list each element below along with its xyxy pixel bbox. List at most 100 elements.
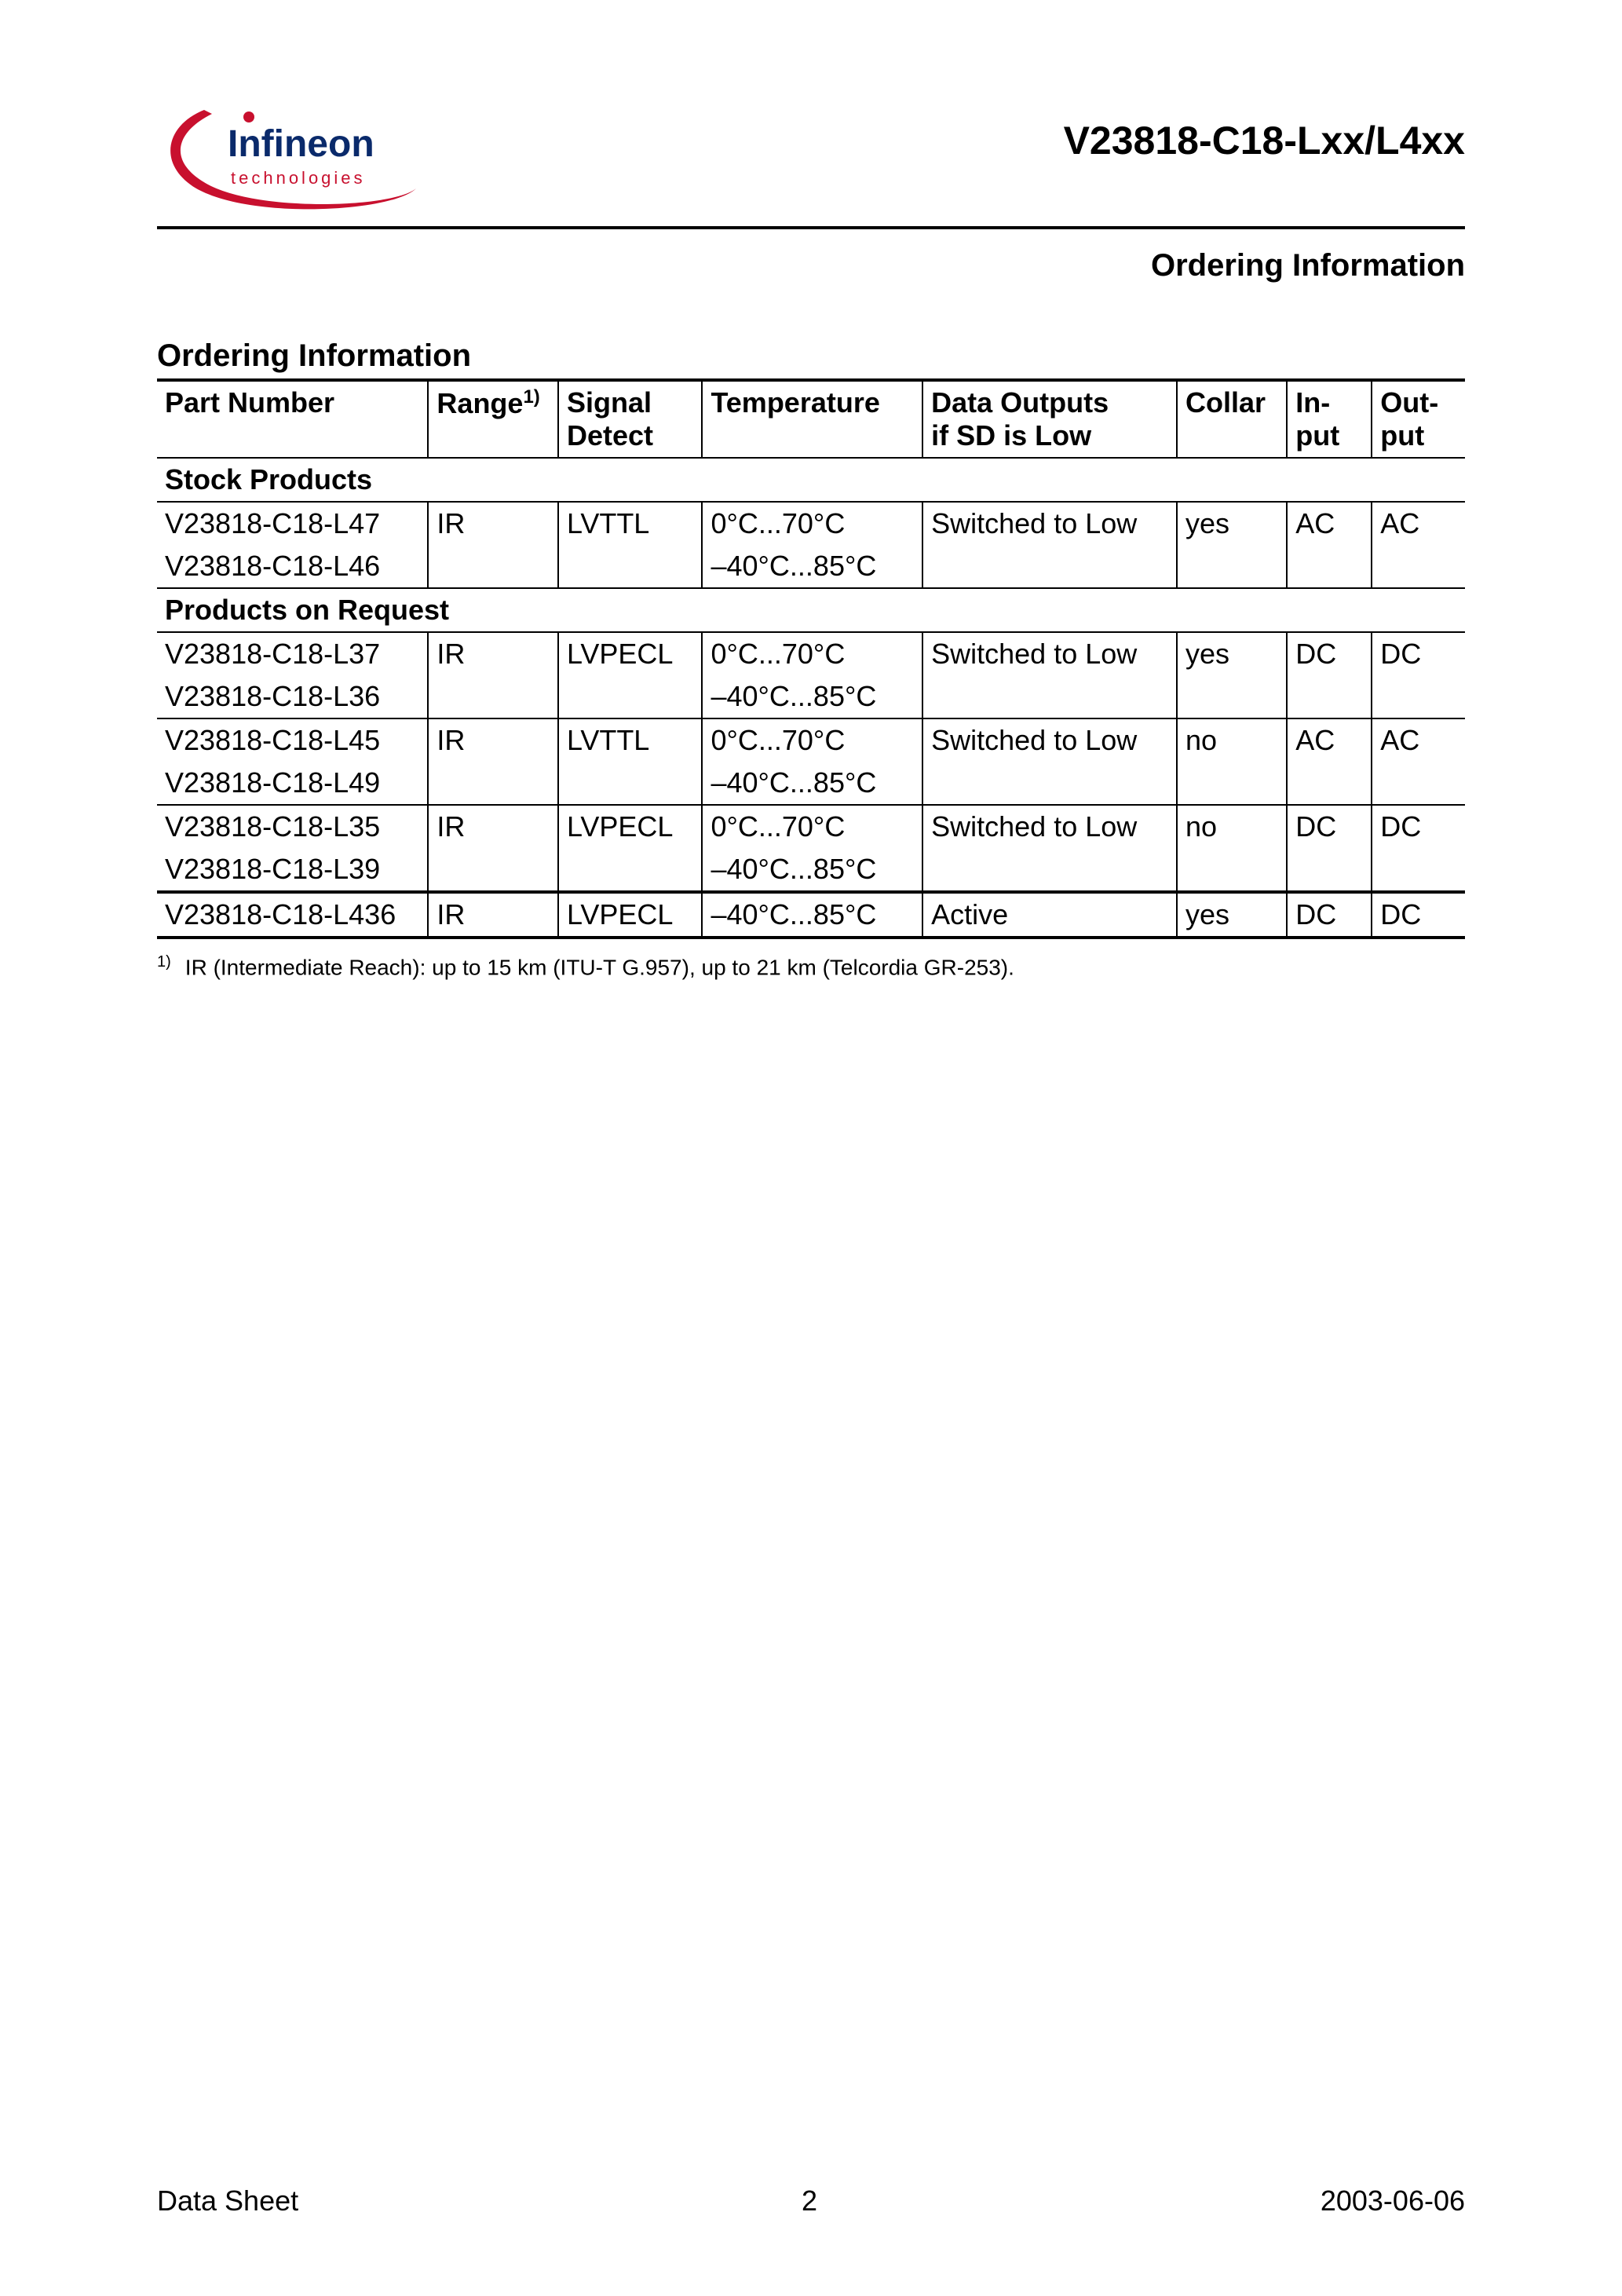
table-cell-temp: –40°C...85°C [702,545,922,588]
table-cell-temp: 0°C...70°C [702,805,922,848]
table-cell-data: Switched to Low [922,805,1177,848]
table-cell-in: DC [1287,892,1372,938]
table-cell-range [428,762,558,805]
table-row: V23818-C18-L47IRLVTTL0°C...70°CSwitched … [157,502,1465,545]
table-cell-in [1287,848,1372,892]
table-cell-data: Active [922,892,1177,938]
col-range: Range1) [428,380,558,458]
table-cell-part: V23818-C18-L39 [157,848,428,892]
table-cell-part: V23818-C18-L35 [157,805,428,848]
table-cell-range: IR [428,502,558,545]
table-cell-out: DC [1372,892,1465,938]
footer-left: Data Sheet [157,2184,298,2217]
footnote: 1) IR (Intermediate Reach): up to 15 km (… [157,953,1465,980]
table-cell-temp: 0°C...70°C [702,502,922,545]
table-cell-temp: –40°C...85°C [702,675,922,718]
table-cell-collar: yes [1177,502,1287,545]
table-cell-part: V23818-C18-L49 [157,762,428,805]
table-cell-data: Switched to Low [922,502,1177,545]
table-cell-in [1287,675,1372,718]
table-cell-sig [558,675,703,718]
table-row: V23818-C18-L436IRLVPECL–40°C...85°CActiv… [157,892,1465,938]
page: Infineon technologies V23818-C18-Lxx/L4x… [0,0,1622,2296]
footnote-marker: 1) [157,953,171,971]
table-cell-range: IR [428,718,558,762]
col-signal-detect: SignalDetect [558,380,703,458]
table-cell-data [922,545,1177,588]
table-section-title: Products on Request [157,588,1465,632]
col-part-number: Part Number [157,380,428,458]
table-cell-temp: –40°C...85°C [702,848,922,892]
table-cell-part: V23818-C18-L37 [157,632,428,675]
logo-text-sub: technologies [231,168,366,188]
table-row: V23818-C18-L37IRLVPECL0°C...70°CSwitched… [157,632,1465,675]
table-cell-temp: 0°C...70°C [702,632,922,675]
section-title-left: Ordering Information [157,338,1465,374]
table-cell-temp: –40°C...85°C [702,762,922,805]
table-row: V23818-C18-L36 –40°C...85°C [157,675,1465,718]
table-cell-sig [558,848,703,892]
table-cell-in [1287,762,1372,805]
header-row: Infineon technologies V23818-C18-Lxx/L4x… [157,94,1465,220]
table-cell-out [1372,848,1465,892]
col-output: Out-put [1372,380,1465,458]
table-header-row: Part Number Range1) SignalDetect Tempera… [157,380,1465,458]
table-cell-in: DC [1287,805,1372,848]
table-cell-range: IR [428,805,558,848]
table-cell-in: AC [1287,718,1372,762]
table-cell-in: DC [1287,632,1372,675]
table-cell-sig: LVPECL [558,805,703,848]
footnote-text: IR (Intermediate Reach): up to 15 km (IT… [185,955,1014,979]
table-section-row: Stock Products [157,458,1465,502]
table-body: Stock ProductsV23818-C18-L47IRLVTTL0°C..… [157,458,1465,938]
table-cell-in [1287,545,1372,588]
table-cell-out: AC [1372,718,1465,762]
table-section-row: Products on Request [157,588,1465,632]
table-row: V23818-C18-L49 –40°C...85°C [157,762,1465,805]
table-cell-sig: LVPECL [558,892,703,938]
header-rule [157,226,1465,229]
logo-text-main: Infineon [228,122,374,166]
table-cell-sig [558,545,703,588]
table-row: V23818-C18-L35IRLVPECL0°C...70°CSwitched… [157,805,1465,848]
ordering-table: Part Number Range1) SignalDetect Tempera… [157,378,1465,939]
table-cell-data [922,848,1177,892]
table-cell-out [1372,545,1465,588]
table-cell-out: AC [1372,502,1465,545]
table-cell-temp: 0°C...70°C [702,718,922,762]
table-cell-temp: –40°C...85°C [702,892,922,938]
table-cell-part: V23818-C18-L46 [157,545,428,588]
table-cell-collar [1177,848,1287,892]
table-cell-data [922,762,1177,805]
table-cell-range: IR [428,892,558,938]
table-cell-range: IR [428,632,558,675]
table-cell-data [922,675,1177,718]
table-row: V23818-C18-L39 –40°C...85°C [157,848,1465,892]
table-cell-sig: LVTTL [558,502,703,545]
table-cell-out [1372,675,1465,718]
table-cell-part: V23818-C18-L45 [157,718,428,762]
table-cell-in: AC [1287,502,1372,545]
table-cell-part: V23818-C18-L36 [157,675,428,718]
table-cell-collar: no [1177,805,1287,848]
footer: Data Sheet 2 2003-06-06 [157,2184,1465,2217]
table-cell-data: Switched to Low [922,718,1177,762]
section-title-right: Ordering Information [157,248,1465,283]
table-row: V23818-C18-L45IRLVTTL0°C...70°CSwitched … [157,718,1465,762]
table-cell-collar: yes [1177,632,1287,675]
col-temperature: Temperature [702,380,922,458]
table-cell-out: DC [1372,632,1465,675]
table-cell-collar [1177,762,1287,805]
table-cell-collar [1177,545,1287,588]
table-cell-range [428,545,558,588]
table-cell-out [1372,762,1465,805]
table-section-title: Stock Products [157,458,1465,502]
footer-date: 2003-06-06 [1321,2184,1465,2217]
col-collar: Collar [1177,380,1287,458]
footer-page-number: 2 [802,2184,817,2217]
col-data-outputs: Data Outputsif SD is Low [922,380,1177,458]
table-cell-part: V23818-C18-L436 [157,892,428,938]
table-cell-out: DC [1372,805,1465,848]
table-cell-collar [1177,675,1287,718]
table-cell-sig [558,762,703,805]
